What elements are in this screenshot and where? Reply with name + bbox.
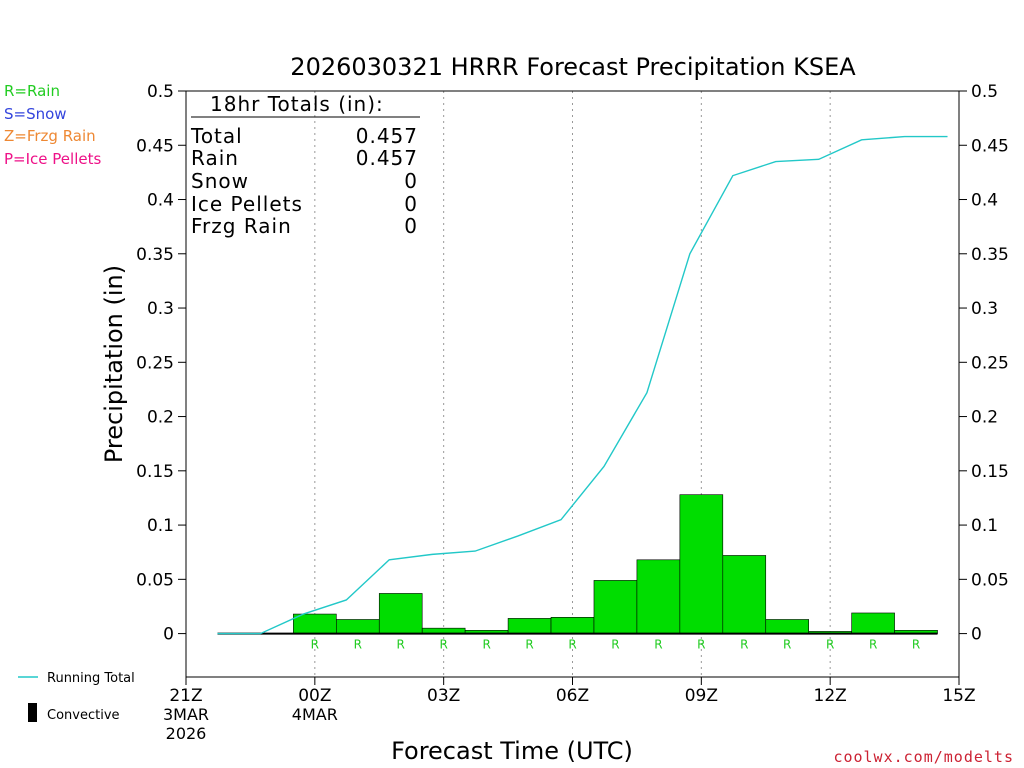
x-tick-label-3: 00Z [298, 686, 331, 706]
precip-bar-13 [722, 555, 767, 634]
precip-bar-11 [636, 559, 681, 634]
ptype-mark-10: R [611, 638, 619, 652]
x-axis-label: Forecast Time (UTC) [391, 737, 633, 765]
credit-text: coolwx.com/modelts [833, 748, 1014, 766]
y-axis-right: 0 0.05 0.1 0.15 0.2 0.25 0.3 0.35 0.4 0.45 0.5 [959, 82, 1009, 645]
y-tick-label-right-5: 0.25 [971, 353, 1009, 373]
y-tick-label-left-3: 0.15 [136, 462, 174, 482]
y-tick-label-right-7: 0.35 [971, 245, 1009, 265]
precip-bar-12 [679, 494, 724, 634]
y-tick-label-right-1: 0.05 [971, 570, 1009, 590]
y-tick-label-right-4: 0.2 [971, 408, 998, 428]
precip-bar-3 [293, 613, 337, 634]
y-tick-label-left-2: 0.1 [147, 516, 174, 536]
x-tick-year-0: 2026 [166, 724, 207, 743]
ptype-mark-12: R [697, 638, 705, 652]
precip-bar-9 [550, 617, 595, 634]
y-tick-label-right-6: 0.3 [971, 299, 998, 319]
ptype-mark-14: R [783, 638, 791, 652]
y-tick-label-right-0: 0 [971, 625, 982, 645]
ptype-legend-rain: R=Rain [4, 82, 60, 100]
ptype-mark-3: R [311, 638, 319, 652]
y-tick-label-right-2: 0.1 [971, 516, 998, 536]
precip-bars [293, 494, 938, 634]
precip-bar-16 [851, 612, 895, 634]
ptype-legend-ice-pellets: P=Ice Pellets [4, 150, 101, 168]
totals-value-rain: 0.457 [356, 146, 418, 170]
ptype-mark-11: R [654, 638, 662, 652]
y-tick-label-left-0: 0 [163, 625, 174, 645]
running-total-line [217, 135, 948, 635]
x-tick-label-6: 03Z [427, 686, 460, 706]
plot-frame [185, 90, 960, 678]
chart-title: 2026030321 HRRR Forecast Precipitation K… [290, 53, 856, 81]
convective-legend-swatch [28, 703, 37, 722]
ptype-mark-7: R [482, 638, 490, 652]
totals-label-total: Total [190, 124, 243, 148]
totals-value-snow: 0 [404, 169, 418, 193]
y-tick-label-left-10: 0.5 [147, 82, 174, 102]
totals-title: 18hr Totals (in): [210, 92, 384, 116]
precip-bar-10 [593, 580, 638, 634]
x-tick-label-12: 09Z [685, 686, 718, 706]
x-tick-label-18: 15Z [942, 686, 975, 706]
totals-value-ice-pellets: 0 [404, 192, 418, 216]
totals-value-total: 0.457 [356, 124, 418, 148]
y-tick-label-left-5: 0.25 [136, 353, 174, 373]
ptype-legend-snow: S=Snow [4, 105, 67, 123]
y-tick-label-right-3: 0.15 [971, 462, 1009, 482]
y-tick-label-left-9: 0.45 [136, 136, 174, 156]
totals-value-frzg-rain: 0 [404, 214, 418, 238]
x-tick-date-0: 3MAR [163, 705, 209, 724]
y-tick-label-left-7: 0.35 [136, 245, 174, 265]
ptype-mark-16: R [869, 638, 877, 652]
y-tick-label-left-8: 0.4 [147, 191, 174, 211]
totals-label-ice-pellets: Ice Pellets [191, 192, 303, 216]
y-axis-label: Precipitation (in) [100, 265, 128, 463]
running-total-legend-label: Running Total [47, 671, 135, 686]
x-tick-date-3: 4MAR [292, 705, 338, 724]
ptype-mark-8: R [525, 638, 533, 652]
precip-bar-4 [336, 619, 380, 634]
y-tick-label-left-4: 0.2 [147, 408, 174, 428]
ptype-mark-13: R [740, 638, 748, 652]
ptype-legend: R=Rain S=Snow Z=Frzg Rain P=Ice Pellets [4, 82, 101, 168]
y-tick-label-right-9: 0.45 [971, 136, 1009, 156]
x-tick-label-15: 12Z [814, 686, 847, 706]
totals-box: 18hr Totals (in): Total 0.457 Rain 0.457… [190, 92, 420, 238]
x-tick-label-0: 21Z [169, 686, 202, 706]
totals-label-frzg-rain: Frzg Rain [191, 214, 292, 238]
x-tick-label-9: 06Z [556, 686, 589, 706]
series-legend: Running Total Convective [18, 671, 135, 723]
ptype-mark-15: R [826, 638, 834, 652]
convective-legend-label: Convective [47, 708, 120, 723]
y-tick-label-left-1: 0.05 [136, 570, 174, 590]
y-tick-label-right-10: 0.5 [971, 82, 998, 102]
totals-label-rain: Rain [191, 146, 239, 170]
totals-label-snow: Snow [191, 169, 249, 193]
ptype-legend-frzg-rain: Z=Frzg Rain [4, 127, 96, 145]
ptype-mark-5: R [397, 638, 405, 652]
y-tick-label-right-8: 0.4 [971, 191, 998, 211]
precip-bar-14 [765, 619, 809, 634]
ptype-mark-9: R [568, 638, 576, 652]
ptype-mark-6: R [439, 638, 447, 652]
precip-bar-5 [378, 593, 423, 634]
y-axis-left: 0 0.05 0.1 0.15 0.2 0.25 0.3 0.35 0.4 0.45 0.5 [136, 82, 186, 645]
precip-bar-8 [507, 618, 552, 634]
ptype-mark-17: R [912, 638, 920, 652]
running-total-polyline [217, 135, 948, 635]
y-tick-label-left-6: 0.3 [147, 299, 174, 319]
vertical-gridlines [314, 91, 831, 677]
ptype-mark-4: R [354, 638, 362, 652]
